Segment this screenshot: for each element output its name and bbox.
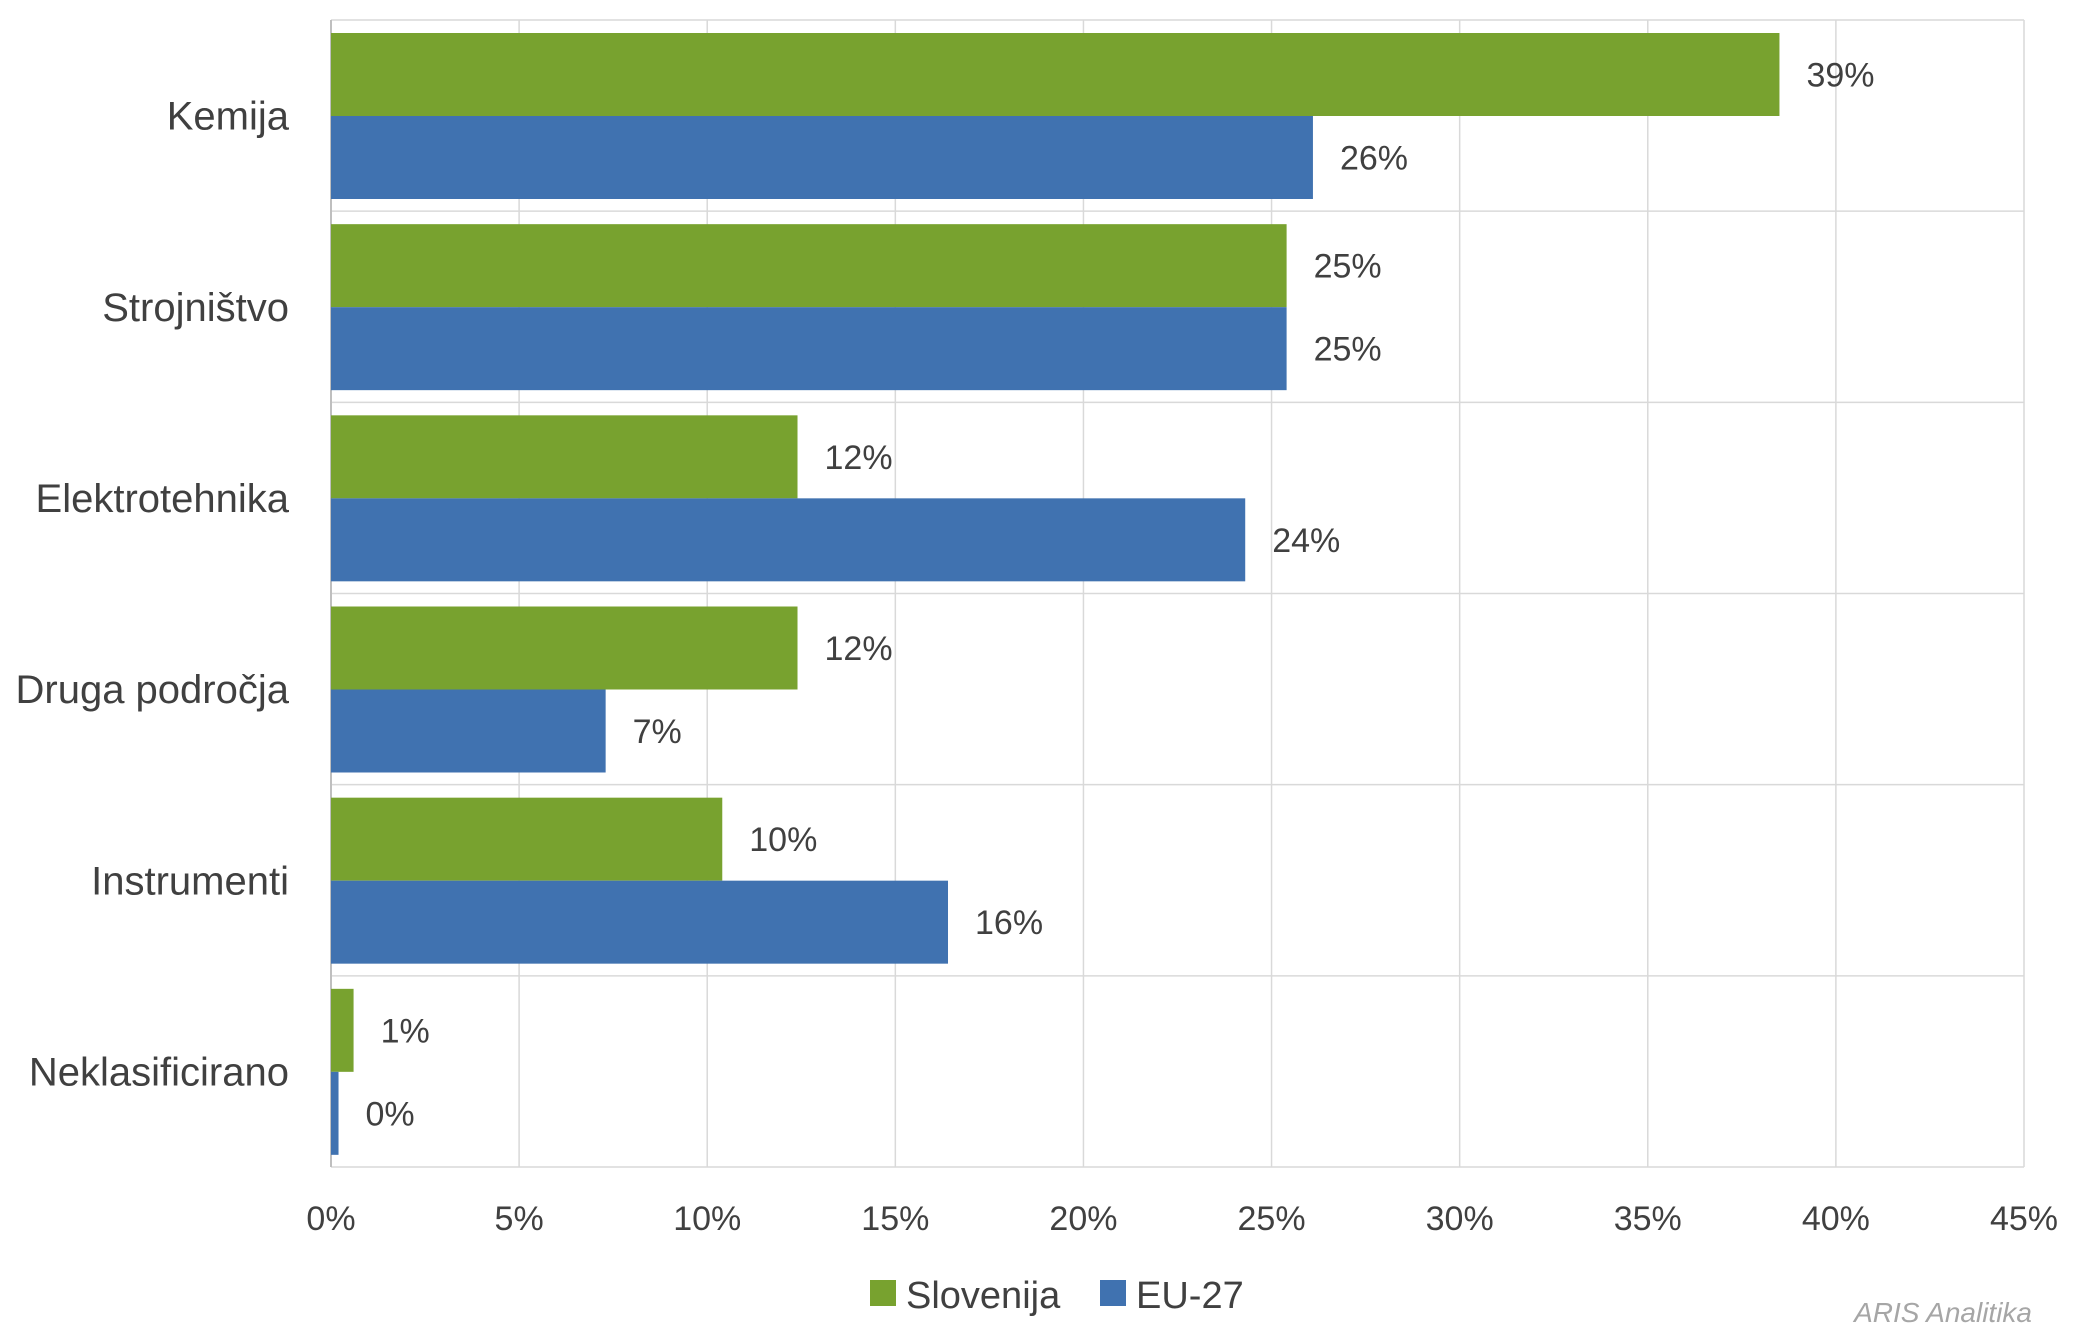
- category-labels: Kemija Strojništvo Elektrotehnika Druga pod…: [16, 95, 290, 1095]
- category-label: Elektrotehnika: [36, 477, 290, 521]
- data-label: 25%: [1314, 331, 1382, 369]
- data-label: 24%: [1272, 522, 1340, 560]
- x-axis-ticks: 0% 5% 10% 15% 20% 25% 30% 35% 40% 45%: [306, 1200, 2058, 1238]
- data-label: 7%: [633, 713, 682, 751]
- legend-label: EU-27: [1136, 1275, 1244, 1317]
- bars: [331, 33, 1780, 1155]
- bar-eu-27: [331, 880, 949, 964]
- x-tick-label: 0%: [306, 1200, 355, 1238]
- watermark: ARIS Analitika: [1852, 1297, 2032, 1328]
- legend: Slovenija EU-27: [870, 1275, 1244, 1317]
- category-label: Neklasificirano: [29, 1050, 289, 1094]
- data-label: 12%: [825, 630, 893, 668]
- x-tick-label: 40%: [1802, 1200, 1870, 1238]
- bar-slovenija: [331, 415, 798, 499]
- legend-swatch: [870, 1280, 896, 1306]
- category-label: Kemija: [167, 95, 290, 139]
- x-tick-label: 10%: [673, 1200, 741, 1238]
- grid: [330, 19, 2025, 1168]
- legend-swatch: [1100, 1280, 1126, 1306]
- bar-slovenija: [331, 224, 1287, 308]
- x-tick-label: 15%: [861, 1200, 929, 1238]
- x-tick-label: 20%: [1049, 1200, 1117, 1238]
- data-label: 1%: [381, 1012, 430, 1050]
- data-label: 0%: [366, 1095, 415, 1133]
- x-tick-label: 25%: [1238, 1200, 1306, 1238]
- bar-eu-27: [331, 498, 1246, 582]
- category-label: Instrumenti: [91, 859, 289, 903]
- bar-slovenija: [331, 988, 354, 1072]
- x-tick-label: 30%: [1426, 1200, 1494, 1238]
- data-label: 26%: [1340, 140, 1408, 178]
- data-label: 39%: [1806, 57, 1874, 95]
- data-label: 16%: [975, 904, 1043, 942]
- bar-eu-27: [331, 116, 1313, 199]
- category-label: Strojništvo: [102, 286, 289, 330]
- data-labels: 39% 26% 25% 25% 12% 24% 12% 7% 10% 16% 1% 0%: [366, 57, 1875, 1134]
- data-label: 12%: [825, 439, 893, 477]
- x-tick-label: 35%: [1614, 1200, 1682, 1238]
- bar-eu-27: [331, 307, 1287, 391]
- category-label: Druga področja: [16, 668, 290, 712]
- data-label: 25%: [1314, 248, 1382, 286]
- x-tick-label: 5%: [495, 1200, 544, 1238]
- bar-eu-27: [331, 1071, 339, 1155]
- bar-slovenija: [331, 797, 723, 881]
- x-tick-label: 45%: [1990, 1200, 2058, 1238]
- bar-eu-27: [331, 689, 606, 773]
- bar-slovenija: [331, 33, 1780, 116]
- data-label: 10%: [749, 821, 817, 859]
- legend-label: Slovenija: [906, 1275, 1061, 1317]
- bar-slovenija: [331, 606, 798, 690]
